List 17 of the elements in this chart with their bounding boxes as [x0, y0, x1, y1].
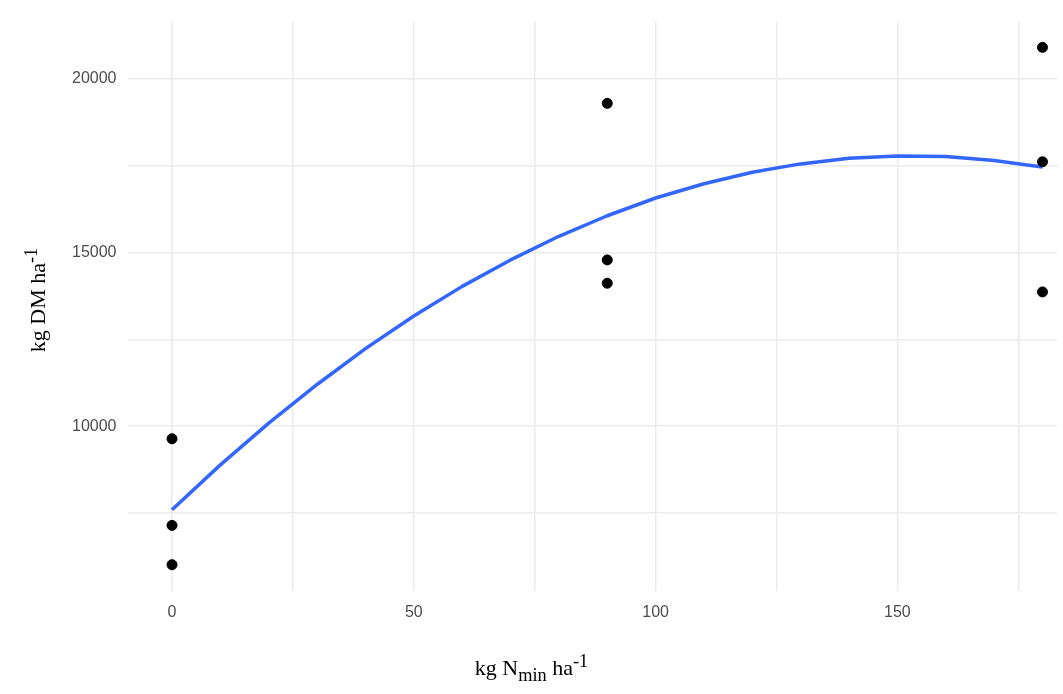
y-tick-label: 10000	[71, 416, 117, 434]
x-tick-label: 100	[642, 602, 670, 620]
x-axis-title: kg N$_{min}$ ha$^{-1}$	[473, 651, 590, 686]
x-tick-label: 50	[404, 602, 423, 620]
point	[166, 559, 178, 571]
point	[601, 254, 613, 266]
y-tick-label: 20000	[71, 68, 117, 86]
point	[1036, 41, 1048, 53]
point	[601, 97, 613, 109]
x-tick-label: 0	[167, 602, 177, 620]
point	[166, 519, 178, 531]
x-tick-label: 150	[884, 602, 911, 620]
point	[1036, 156, 1048, 168]
point	[601, 277, 613, 289]
point	[166, 433, 178, 445]
point	[1036, 286, 1048, 298]
y-tick-label: 15000	[71, 242, 117, 260]
